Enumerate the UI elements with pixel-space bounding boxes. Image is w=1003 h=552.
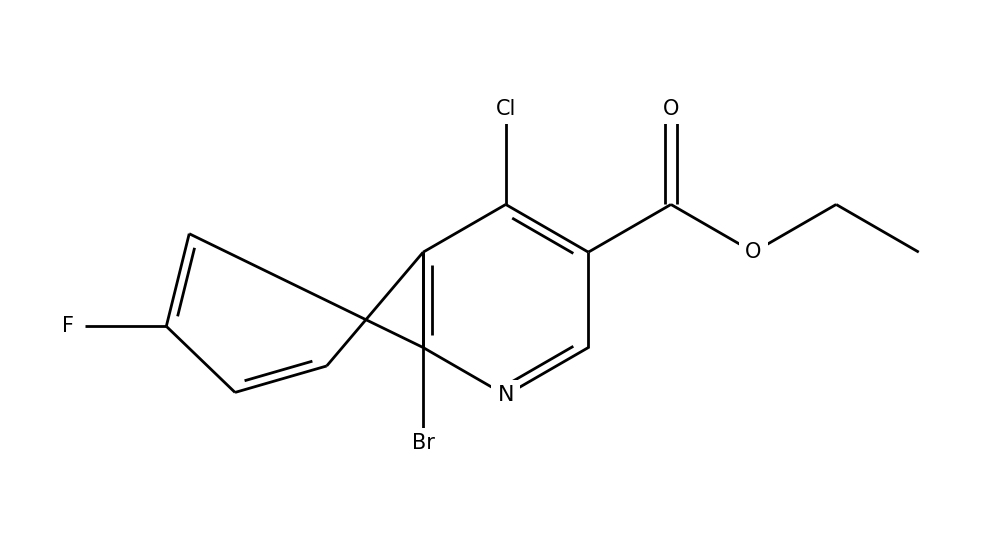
Text: O: O [744, 242, 761, 262]
Text: Br: Br [411, 433, 434, 453]
Text: N: N [497, 385, 514, 405]
Bar [479, 94, 531, 124]
Bar [397, 428, 448, 458]
Bar [53, 311, 83, 342]
Text: F: F [62, 316, 74, 336]
Text: O: O [662, 99, 678, 119]
Bar [655, 94, 685, 124]
Bar [490, 380, 520, 411]
Bar [738, 237, 767, 267]
Text: Cl: Cl [495, 99, 516, 119]
